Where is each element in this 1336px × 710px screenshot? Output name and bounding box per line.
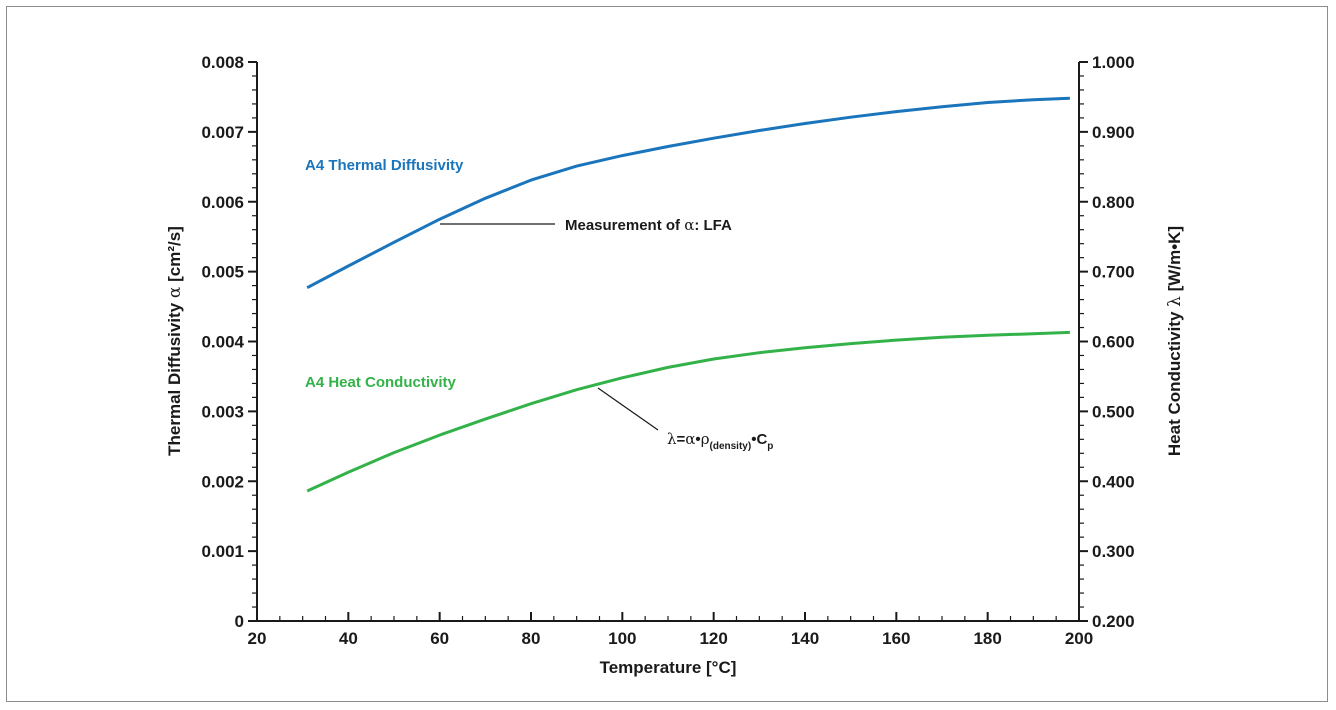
left-tick-label: 0.001 (201, 542, 244, 561)
x-tick-label: 140 (791, 629, 819, 648)
right-tick-label: 0.900 (1092, 123, 1135, 142)
left-tick-label: 0.002 (201, 472, 244, 491)
left-tick-label: 0.003 (201, 402, 244, 421)
right-tick-label: 0.400 (1092, 472, 1135, 491)
x-tick-label: 160 (882, 629, 910, 648)
figure-frame (6, 6, 1328, 702)
formula-lambda: λ (667, 430, 677, 448)
left-axis-title: Thermal Diffusivity α [cm²/s] (165, 226, 185, 456)
right-axis-title-unit: [W/m•K] (1165, 226, 1184, 296)
x-tick-label: 100 (608, 629, 636, 648)
formula-alpha: α (685, 430, 695, 448)
x-tick-label: 80 (522, 629, 541, 648)
left-tick-label: 0 (235, 612, 244, 631)
right-tick-label: 1.000 (1092, 53, 1135, 72)
right-tick-label: 0.700 (1092, 263, 1135, 282)
x-tick-label: 120 (699, 629, 727, 648)
left-axis-title-unit: [cm²/s] (165, 226, 184, 286)
right-tick-label: 0.300 (1092, 542, 1135, 561)
x-axis-ticks: 20 40 60 80 100 120 140 160 180 200 (248, 612, 1093, 648)
left-tick-label: 0.006 (201, 193, 244, 212)
right-tick-label: 0.600 (1092, 333, 1135, 352)
x-axis-title: Temperature [°C] (600, 658, 737, 677)
left-axis-title-symbol: α (165, 286, 185, 298)
right-axis-title-main: Heat Conductivity (1165, 307, 1184, 456)
right-axis-ticks: 0.200 0.300 0.400 0.500 0.600 0.700 0.800 0.900… (1079, 53, 1135, 631)
x-tick-label: 200 (1065, 629, 1093, 648)
left-tick-label: 0.007 (201, 123, 244, 142)
formula-density-subscript: (density) (710, 441, 752, 452)
series-layer (306, 96, 1070, 493)
formula-c: C (756, 431, 767, 448)
series-label-conductivity: A4 Heat Conductivity (305, 374, 457, 391)
left-axis-ticks: 0 0.001 0.002 0.003 0.004 0.005 0.006 0.007 0.00… (201, 53, 257, 631)
x-tick-label: 40 (339, 629, 358, 648)
x-tick-label: 20 (248, 629, 267, 648)
x-tick-label: 180 (973, 629, 1001, 648)
left-tick-label: 0.005 (201, 263, 244, 282)
series-line-conductivity (306, 330, 1070, 493)
left-tick-label: 0.004 (201, 333, 244, 352)
formula-dot-1: • (695, 431, 700, 448)
x-tick-label: 60 (430, 629, 449, 648)
formula-rho: ρ (701, 430, 710, 448)
right-axis-title: Heat Conductivity λ [W/m•K] (1165, 226, 1185, 456)
series-label-diffusivity: A4 Thermal Diffusivity (305, 157, 464, 174)
right-axis-title-symbol: λ (1165, 296, 1185, 307)
lfa-annotation-symbol: α (684, 216, 694, 234)
right-tick-label: 0.200 (1092, 612, 1135, 631)
lfa-annotation-suffix: : LFA (694, 217, 732, 234)
lfa-annotation: Measurement of α: LFA (565, 216, 732, 234)
right-tick-label: 0.800 (1092, 193, 1135, 212)
formula-c-subscript: p (767, 441, 773, 452)
right-tick-label: 0.500 (1092, 402, 1135, 421)
conductivity-formula: λ=α•ρ(density)•Cp (667, 430, 773, 452)
left-axis-title-main: Thermal Diffusivity (165, 298, 184, 456)
formula-dot-2: • (751, 431, 756, 448)
left-tick-label: 0.008 (201, 53, 244, 72)
formula-leader-line (597, 387, 659, 431)
lfa-annotation-prefix: Measurement of (565, 217, 684, 234)
formula-equals: = (677, 431, 686, 448)
series-line-diffusivity (306, 96, 1070, 290)
